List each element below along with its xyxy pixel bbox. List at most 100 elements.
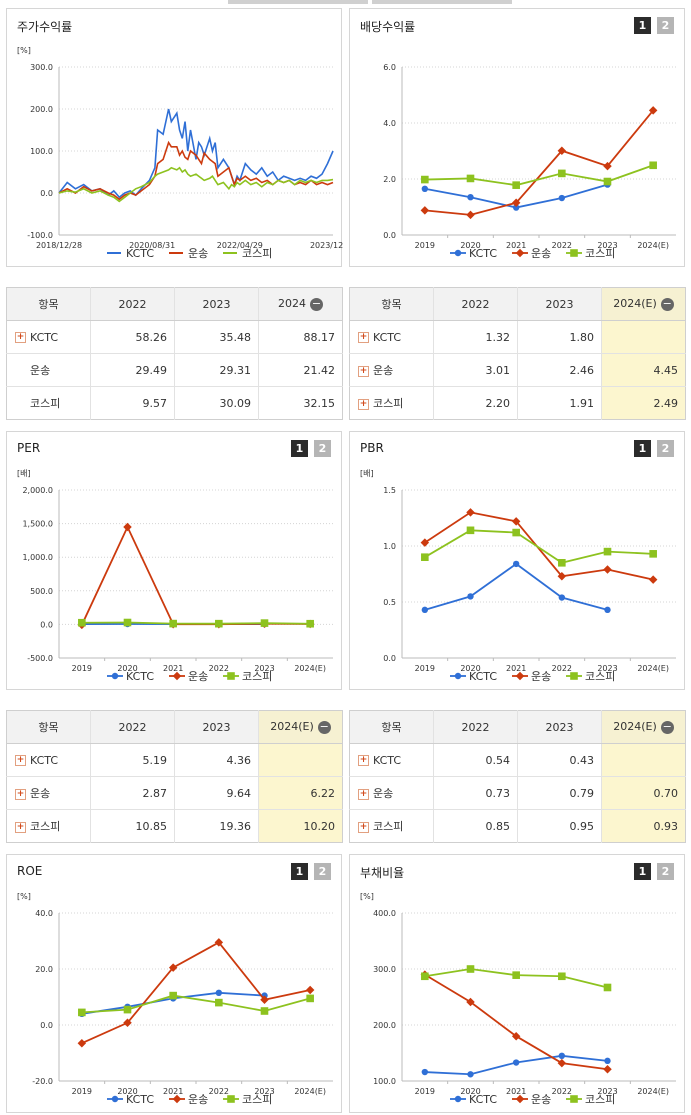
table-cell: 2.87 (90, 776, 175, 810)
row-label[interactable]: + KCTC (6, 743, 91, 777)
x-tick-label: 2024(E) (637, 1087, 669, 1096)
legend-label-kctc: KCTC (126, 1093, 154, 1106)
table-row: + KCTC 0.54 0.43 (349, 743, 686, 777)
y-unit-label: [%] (360, 892, 374, 901)
header-item: 항목 (6, 287, 91, 321)
row-label[interactable]: + 운송 (349, 353, 434, 387)
expand-icon[interactable]: + (358, 332, 369, 343)
series-line-transport (424, 973, 608, 1071)
expand-icon[interactable]: + (15, 755, 26, 766)
collapse-icon[interactable]: − (310, 296, 323, 311)
x-tick-label: 2019 (72, 664, 92, 673)
collapse-icon[interactable]: − (660, 719, 674, 734)
data-point-kospi (649, 161, 657, 170)
legend-label-kospi: 코스피 (242, 1093, 272, 1106)
data-point-kospi (260, 1007, 269, 1015)
expand-icon[interactable]: + (15, 821, 26, 833)
table-cell: 0.54 (433, 743, 518, 777)
data-point-transport (557, 146, 567, 155)
expand-icon[interactable]: + (358, 398, 369, 410)
row-name: 코스피 (373, 820, 404, 833)
row-label[interactable]: + KCTC (349, 743, 434, 777)
data-point-kctc (421, 606, 429, 614)
series-line-kospi (424, 529, 654, 564)
data-point-kospi (466, 526, 475, 535)
expand-icon[interactable]: + (358, 788, 369, 800)
page-2-button[interactable]: 2 (657, 440, 674, 457)
data-point-kctc (467, 194, 474, 201)
data-point-kospi (649, 550, 657, 558)
data-point-kospi (603, 983, 612, 992)
y-tick-label: 0.0 (40, 1021, 53, 1030)
legend-marker-transport (515, 248, 525, 258)
collapse-icon[interactable]: − (317, 719, 331, 734)
row-label[interactable]: + 코스피 (350, 387, 434, 420)
data-point-kctc (512, 204, 520, 211)
y-tick-label: 1.0 (383, 542, 396, 551)
collapse-icon[interactable]: − (660, 296, 674, 311)
row-label[interactable]: + 코스피 (350, 810, 434, 843)
expand-icon[interactable]: + (15, 332, 26, 343)
page-2-button[interactable]: 2 (657, 863, 674, 880)
table-cell: 0.43 (517, 743, 602, 777)
y-tick-label: 200.0 (30, 105, 53, 114)
y-tick-label: 100.0 (30, 147, 53, 156)
series-line-kospi (81, 994, 311, 1014)
expand-icon[interactable]: + (15, 788, 26, 800)
x-tick-label: 2023 (597, 664, 617, 673)
series-line-kctc (58, 108, 334, 199)
y-unit-label: [배] (360, 469, 374, 478)
table-row: + 운송 3.01 2.46 4.45 (349, 353, 686, 387)
y-tick-label: -20.0 (32, 1077, 53, 1086)
x-tick-label: 2024(E) (294, 664, 326, 673)
header-item: 항목 (349, 710, 434, 744)
header-item: 항목 (349, 287, 434, 321)
x-tick-label: 2019 (415, 1087, 435, 1096)
header-year: 2024− (258, 287, 343, 321)
expand-icon[interactable]: + (358, 755, 369, 766)
data-point-transport (557, 1058, 567, 1068)
x-tick-label: 2021 (506, 1087, 526, 1096)
series-line-transport (81, 941, 311, 1045)
table-cell: 0.79 (517, 776, 602, 810)
row-label[interactable]: + 운송 (349, 776, 434, 810)
dividend-yield-chart: 6.0 4.0 2.0 0.0 2019 2020 2021 2022 2023 2024(E) K… (383, 63, 676, 260)
page-1-button[interactable]: 1 (291, 863, 308, 880)
page-1-button[interactable]: 1 (634, 17, 651, 34)
table-header-row: 항목 2022 2023 2024(E) − (349, 287, 686, 321)
row-label[interactable]: + 운송 (6, 776, 91, 810)
row-label[interactable]: + 코스피 (7, 810, 91, 843)
per-panel: PER 1 2 [배] 2,000.0 1,500.0 1,000.0 500.0 0.0… (6, 431, 342, 690)
x-tick-label: 2022 (209, 664, 229, 673)
page-2-button[interactable]: 2 (314, 863, 331, 880)
data-point-transport (603, 565, 612, 574)
expand-icon[interactable]: + (358, 821, 369, 833)
data-point-kospi (603, 547, 612, 556)
page-2-button[interactable]: 2 (314, 440, 331, 457)
x-tick-label: 2020/08/31 (129, 241, 175, 250)
page-1-button[interactable]: 1 (634, 440, 651, 457)
legend-marker-kospi (227, 1095, 235, 1103)
legend-marker-kctc (454, 249, 462, 257)
series-line-kospi (81, 621, 311, 625)
x-tick-label: 2019 (415, 664, 435, 673)
dividend-yield-table: 항목 2022 2023 2024(E) − + KCTC 1.32 1.80 + 운송 3.01 2.… (349, 287, 686, 420)
page-2-button[interactable]: 2 (657, 17, 674, 34)
row-label[interactable]: + KCTC (6, 320, 91, 354)
table-cell: 4.45 (601, 353, 686, 387)
table-row: 코스피 9.57 30.09 32.15 (7, 386, 343, 420)
y-tick-label: 1,500.0 (22, 520, 53, 529)
data-point-kctc (421, 185, 429, 192)
page-1-button[interactable]: 1 (291, 440, 308, 457)
data-point-transport (305, 985, 315, 995)
row-label[interactable]: + KCTC (349, 320, 434, 354)
header-year: 2022 (90, 287, 175, 321)
expand-icon[interactable]: + (358, 365, 369, 377)
page-1-button[interactable]: 1 (634, 863, 651, 880)
table-cell: 10.20 (258, 809, 343, 843)
table-cell: 32.15 (258, 386, 343, 420)
table-cell: 2.49 (601, 386, 686, 420)
panel-title: ROE (17, 864, 43, 878)
x-tick-label: 2022 (552, 664, 572, 673)
